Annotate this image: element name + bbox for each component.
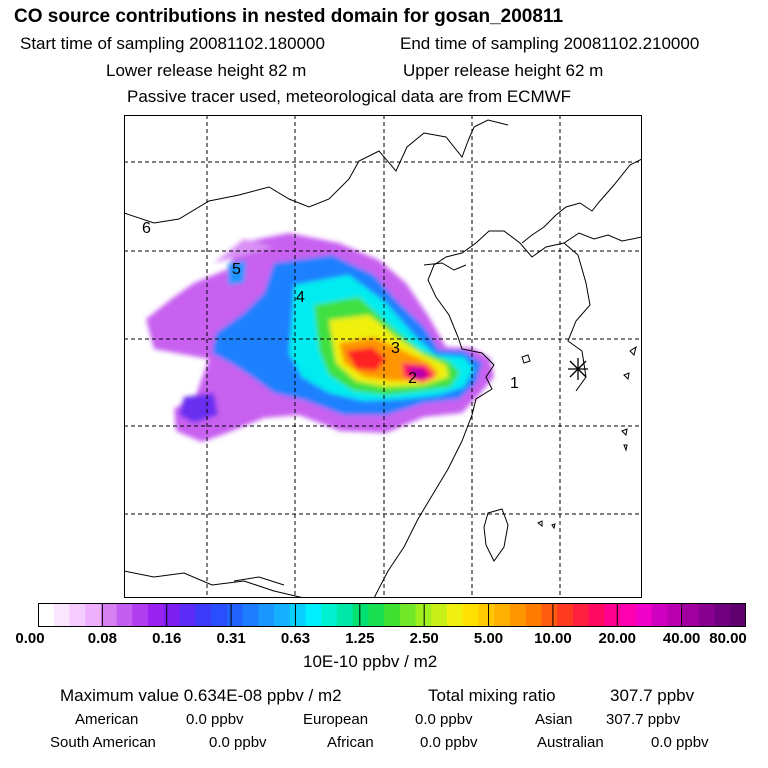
- colorbar-cell: [274, 603, 291, 627]
- colorbar-tick-label: 0.63: [280, 630, 311, 647]
- colorbar-cell: [179, 603, 196, 627]
- colorbar-cell: [195, 603, 212, 627]
- european-label: European: [303, 711, 369, 728]
- american-label: American: [75, 711, 139, 728]
- map-panel: 1 2 3 4 5 6: [124, 115, 642, 598]
- model-note: Passive tracer used, meteorological data…: [127, 87, 572, 106]
- end-time: End time of sampling 20081102.210000: [400, 34, 700, 53]
- colorbar-cell: [494, 603, 511, 627]
- colorbar-cell: [730, 603, 746, 627]
- colorbar-cell: [305, 603, 322, 627]
- colorbar: [38, 603, 746, 627]
- colorbar-cell: [116, 603, 133, 627]
- colorbar-cell: [447, 603, 464, 627]
- colorbar-cell: [352, 603, 369, 627]
- site-label-2: 2: [408, 370, 417, 387]
- colorbar-tick-label: 1.25: [345, 630, 375, 647]
- colorbar-cell: [572, 603, 590, 627]
- colorbar-cell: [588, 603, 605, 627]
- plume: [146, 233, 494, 442]
- colorbar-cell: [163, 603, 181, 627]
- australian-value: 0.0 ppbv: [651, 734, 709, 751]
- upper-release-height: Upper release height 62 m: [403, 61, 604, 80]
- colorbar-cell: [462, 603, 480, 627]
- colorbar-cell: [557, 603, 574, 627]
- colorbar-cell: [148, 603, 165, 627]
- colorbar-cell: [100, 603, 118, 627]
- asian-value: 307.7 ppbv: [606, 711, 681, 728]
- colorbar-tick-label: 20.00: [598, 630, 637, 647]
- colorbar-cell: [242, 603, 259, 627]
- site-label-5: 5: [232, 261, 241, 278]
- site-label-3: 3: [391, 340, 400, 357]
- lower-release-height: Lower release height 82 m: [106, 61, 307, 80]
- colorbar-cell: [620, 603, 637, 627]
- asian-label: Asian: [535, 711, 573, 728]
- south-american-value: 0.0 ppbv: [209, 734, 267, 751]
- colorbar-cell: [368, 603, 385, 627]
- colorbar-cell: [683, 603, 700, 627]
- colorbar-cell: [384, 603, 401, 627]
- colorbar-cell: [698, 603, 716, 627]
- colorbar-cell: [525, 603, 543, 627]
- colorbar-tick-label: 2.50: [409, 630, 439, 647]
- colorbar-unit: 10E-10 ppbv / m2: [303, 652, 438, 671]
- graticule: [124, 115, 642, 598]
- american-value: 0.0 ppbv: [186, 711, 244, 728]
- site-label-1: 1: [510, 375, 519, 392]
- colorbar-tick-label: 5.00: [473, 630, 504, 647]
- map-title: CO source contributions in nested domain…: [14, 6, 564, 27]
- total-mixing-ratio-value: 307.7 ppbv: [610, 686, 695, 705]
- colorbar-cell: [38, 603, 55, 627]
- colorbar-cell: [667, 603, 684, 627]
- colorbar-tick-label: 10.00: [534, 630, 572, 647]
- colorbar-cell: [541, 603, 558, 627]
- colorbar-cell: [85, 603, 102, 627]
- site-label-4: 4: [296, 289, 305, 306]
- colorbar-tick-label: 0.31: [216, 630, 246, 647]
- colorbar-cell: [69, 603, 86, 627]
- colorbar-tick-label: 40.00: [662, 630, 701, 647]
- colorbar-cell: [604, 603, 621, 627]
- colorbar-cell: [399, 603, 417, 627]
- colorbar-cell: [336, 603, 354, 627]
- south-american-label: South American: [50, 734, 156, 751]
- colorbar-cell: [132, 603, 149, 627]
- colorbar-cell: [226, 603, 244, 627]
- colorbar-cell: [651, 603, 668, 627]
- colorbar-cell: [211, 603, 228, 627]
- colorbar-cell: [635, 603, 653, 627]
- colorbar-cell: [289, 603, 307, 627]
- australian-label: Australian: [537, 734, 604, 751]
- colorbar-tick-label: 80.00: [709, 630, 747, 647]
- max-value: Maximum value 0.634E-08 ppbv / m2: [60, 686, 342, 705]
- colorbar-cell: [478, 603, 495, 627]
- colorbar-cell: [431, 603, 448, 627]
- european-value: 0.0 ppbv: [415, 711, 473, 728]
- colorbar-tick-label: 0.16: [152, 630, 182, 647]
- receptor-asterisk-icon: [568, 358, 588, 380]
- colorbar-cell: [53, 603, 71, 627]
- total-mixing-ratio-label: Total mixing ratio: [428, 686, 556, 705]
- african-value: 0.0 ppbv: [420, 734, 478, 751]
- colorbar-cell: [321, 603, 338, 627]
- colorbar-cell: [714, 603, 731, 627]
- start-time: Start time of sampling 20081102.180000: [20, 34, 325, 53]
- african-label: African: [327, 734, 374, 751]
- site-label-6: 6: [142, 220, 151, 237]
- coastlines: [124, 119, 642, 598]
- colorbar-tick-label: 0.00: [15, 630, 45, 647]
- colorbar-cell: [258, 603, 275, 627]
- colorbar-cell: [510, 603, 527, 627]
- colorbar-tick-label: 0.08: [87, 630, 117, 647]
